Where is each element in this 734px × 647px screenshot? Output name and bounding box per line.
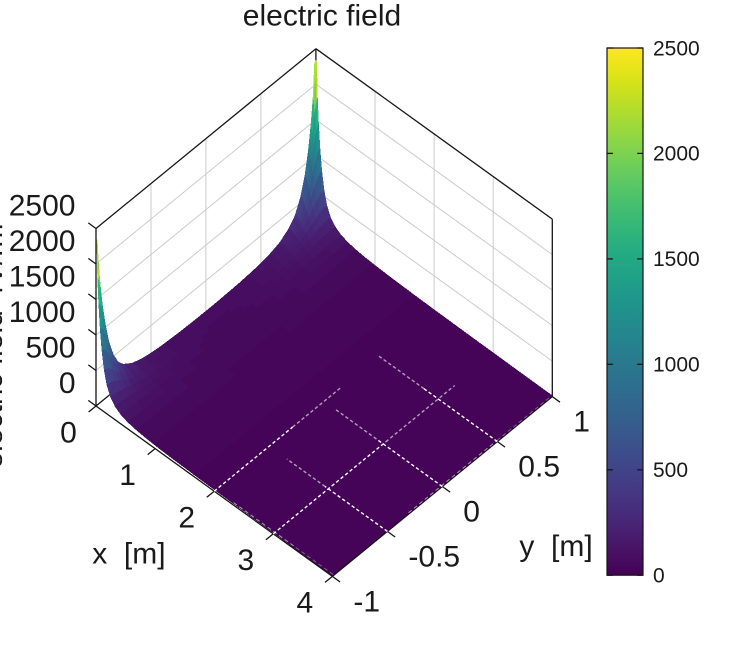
svg-text:4: 4 <box>297 587 314 620</box>
svg-text:-0.5: -0.5 <box>408 540 460 573</box>
svg-text:0: 0 <box>463 495 480 528</box>
svg-text:1000: 1000 <box>9 296 76 329</box>
svg-text:y [m]: y [m] <box>519 530 592 563</box>
svg-text:-1: -1 <box>353 585 380 618</box>
svg-text:0: 0 <box>653 565 665 588</box>
svg-text:1500: 1500 <box>9 260 76 293</box>
svg-text:electric field [V/m]: electric field [V/m] <box>0 223 9 468</box>
svg-text:1: 1 <box>119 459 136 492</box>
svg-text:2: 2 <box>178 502 195 535</box>
svg-text:2000: 2000 <box>9 225 76 258</box>
svg-text:2500: 2500 <box>9 189 76 222</box>
svg-text:500: 500 <box>25 331 75 364</box>
svg-text:0: 0 <box>59 367 76 400</box>
svg-text:1500: 1500 <box>653 248 700 271</box>
svg-text:0: 0 <box>60 416 77 449</box>
svg-text:3: 3 <box>237 544 254 577</box>
svg-text:x [m]: x [m] <box>92 538 165 571</box>
svg-text:500: 500 <box>653 459 688 482</box>
svg-text:2500: 2500 <box>653 37 700 60</box>
svg-text:electric field: electric field <box>243 0 401 33</box>
svg-text:2000: 2000 <box>653 143 700 166</box>
svg-text:1000: 1000 <box>653 354 700 377</box>
svg-text:0.5: 0.5 <box>518 450 560 483</box>
svg-text:1: 1 <box>573 406 590 439</box>
